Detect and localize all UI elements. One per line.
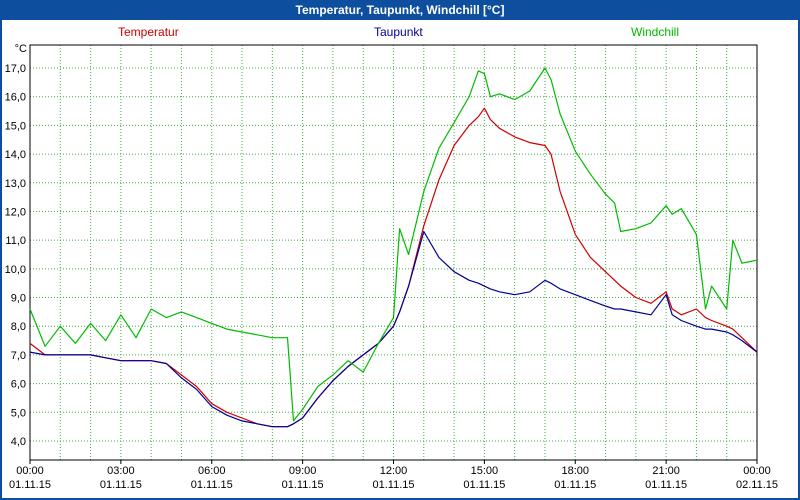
axis-label: 13,0 — [5, 178, 26, 190]
x-time-label: 00:00 — [743, 465, 771, 477]
axis-label: 15,0 — [5, 120, 26, 132]
x-date-label: 01.11.15 — [191, 479, 233, 491]
x-date-label: 01.11.15 — [645, 479, 687, 491]
series-line-temperatur — [29, 107, 758, 428]
x-time-label: 12:00 — [380, 465, 408, 477]
axis-label: 9,0 — [11, 293, 26, 305]
axis-label: 10,0 — [5, 264, 26, 276]
x-time-label: 18:00 — [561, 465, 589, 477]
x-date-label: 01.11.15 — [9, 479, 51, 491]
x-date-label: 01.11.15 — [100, 479, 142, 491]
axis-label: 5,0 — [11, 407, 26, 419]
x-time-label: 09:00 — [289, 465, 317, 477]
x-time-label: 21:00 — [652, 465, 680, 477]
y-axis-labels: 4,0 5,0 6,0 7,0 8,0 9,0 10,0 11,0 12,0 13,0 14,0 15… — [5, 43, 27, 448]
axis-label: 11,0 — [5, 235, 26, 247]
axis-label: 7,0 — [11, 350, 26, 362]
window-title-bar: Temperatur, Taupunkt, Windchill [°C] — [0, 0, 800, 20]
axis-label: 4,0 — [11, 436, 26, 448]
series-line-windchill — [29, 67, 758, 422]
x-date-label: 01.11.15 — [372, 479, 414, 491]
x-date-label: 01.11.15 — [554, 479, 596, 491]
x-date-label: 01.11.15 — [463, 479, 505, 491]
x-time-label: 00:00 — [16, 465, 44, 477]
legend-item-temperatur: Temperatur — [118, 25, 179, 39]
y-axis-unit: °C — [15, 43, 27, 55]
series-line-taupunkt — [29, 230, 758, 428]
axis-label: 6,0 — [11, 379, 26, 391]
axis-label: 8,0 — [11, 321, 26, 333]
x-time-label: 15:00 — [471, 465, 499, 477]
axis-label: 16,0 — [5, 92, 26, 104]
window-title: Temperatur, Taupunkt, Windchill [°C] — [295, 3, 505, 17]
axis-label: 17,0 — [5, 63, 26, 75]
axis-label: 14,0 — [5, 149, 26, 161]
gridlines — [30, 45, 757, 460]
x-time-label: 06:00 — [198, 465, 226, 477]
x-date-label: 01.11.15 — [282, 479, 324, 491]
legend-item-windchill: Windchill — [631, 25, 680, 39]
x-date-label: 02.11.15 — [736, 479, 778, 491]
axis-label: 12,0 — [5, 206, 26, 218]
x-time-label: 03:00 — [107, 465, 135, 477]
x-axis-labels: 00:00 01.11.15 03:00 01.11.15 06:00 01.11.15 0… — [9, 460, 778, 491]
legend-item-taupunkt: Taupunkt — [374, 25, 423, 39]
